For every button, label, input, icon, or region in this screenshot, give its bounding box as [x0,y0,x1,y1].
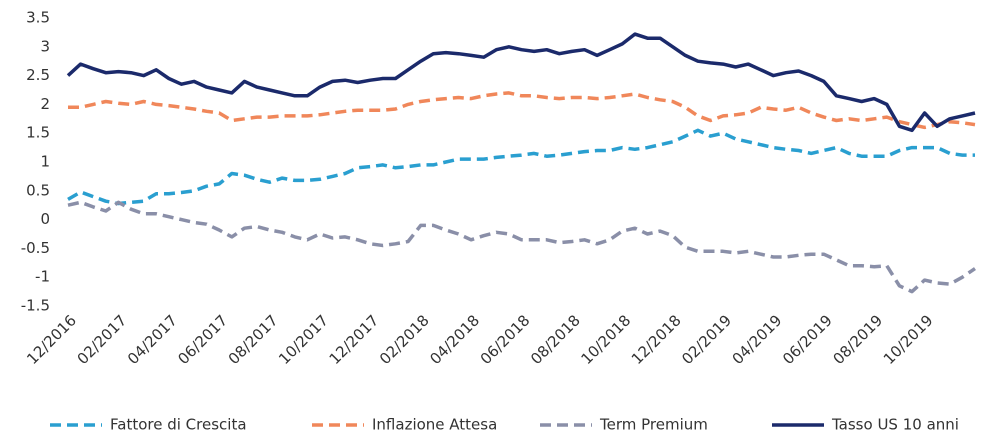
y-tick-label: 2.5 [26,66,50,84]
legend-label: Term Premium [599,416,708,434]
series-line [67,128,975,206]
x-tick-label: 10/2018 [577,311,634,368]
series-line [66,32,976,133]
x-tick-label: 10/2017 [275,311,332,368]
y-tick-label: 3.5 [26,9,50,27]
y-tick-label: 1 [40,153,50,171]
legend-label: Inflazione Attesa [372,416,497,434]
x-tick-label: 06/2017 [174,311,231,368]
x-tick-label: 12/2018 [628,311,685,368]
y-tick-label: 2 [40,95,50,113]
x-tick-label: 10/2019 [880,311,937,368]
y-tick-label: 0 [40,210,50,228]
x-tick-label: 02/2019 [678,311,735,368]
y-tick-label: -0.5 [21,239,50,257]
y-tick-label: 0.5 [26,181,50,199]
x-tick-label: 06/2018 [477,311,534,368]
legend-label: Fattore di Crescita [110,416,247,434]
y-tick-label: -1.5 [21,297,50,315]
series-line [68,91,976,130]
x-tick-label: 12/2016 [23,311,80,368]
x-tick-label: 08/2019 [829,311,886,368]
x-tick-label: 04/2019 [729,311,786,368]
y-tick-label: 3 [40,37,50,55]
x-tick-label: 02/2017 [74,311,131,368]
x-tick-label: 12/2017 [326,311,383,368]
x-tick-label: 08/2018 [527,311,584,368]
y-tick-label: 1.5 [26,124,50,142]
x-tick-label: 02/2018 [376,311,433,368]
x-tick-label: 04/2017 [124,311,181,368]
series-line [67,200,976,294]
x-tick-label: 06/2019 [779,311,836,368]
y-tick-label: -1 [35,268,50,286]
x-tick-label: 08/2017 [225,311,282,368]
legend-label: Tasso US 10 anni [831,416,959,434]
x-tick-label: 04/2018 [426,311,483,368]
